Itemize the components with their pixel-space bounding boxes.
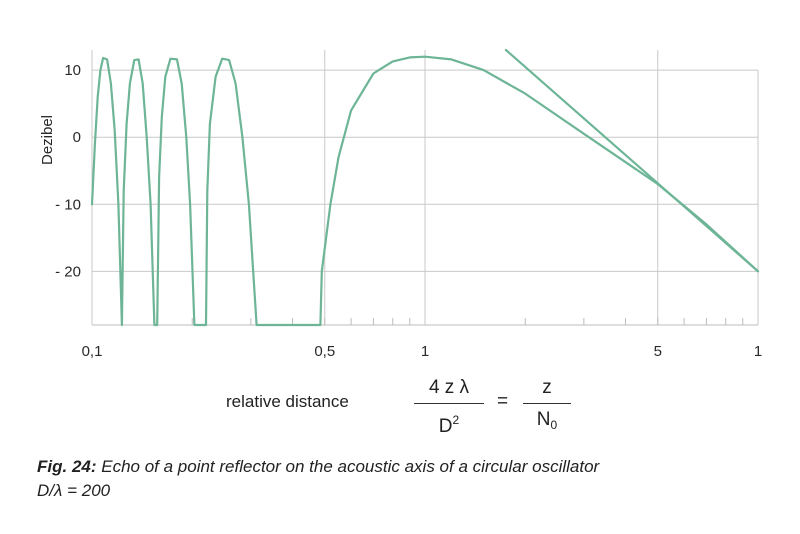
den1-sup: 2 <box>452 413 460 427</box>
x-tick-label-0: 0,1 <box>82 343 103 360</box>
den1-base: D <box>438 416 453 437</box>
series-line-0 <box>90 55 760 327</box>
y-axis-label: Dezibel <box>39 115 56 165</box>
fraction-left-bar <box>414 403 484 404</box>
y-tick-labels: 10 0 - 10 - 20 <box>55 62 81 280</box>
chart: 0,1 0,5 1 5 1 10 0 - 10 - 20 Dezibel <box>39 48 763 360</box>
caption-text: Echo of a point reflector on the acousti… <box>96 457 600 476</box>
x-axis-label: relative distance <box>226 392 349 411</box>
x-tick-label-1: 0,5 <box>314 343 335 360</box>
caption-line2: D/λ = 200 <box>37 481 111 500</box>
y-tick-label-1: 0 <box>73 129 81 146</box>
caption-figure-number: Fig. 24: <box>37 457 97 476</box>
fraction-right-denominator: N0 <box>523 407 571 433</box>
x-tick-label-3: 5 <box>654 343 662 360</box>
equals-sign: = <box>497 391 509 412</box>
series-line-1 <box>504 48 760 273</box>
den2-base: N <box>536 409 551 430</box>
y-tick-label-2: - 10 <box>55 196 81 213</box>
fraction-left-numerator: 4 z λ <box>428 377 470 398</box>
x-tick-label-2: 1 <box>421 343 429 360</box>
fraction-right: z N0 <box>523 375 571 433</box>
den2-sub: 0 <box>550 418 558 432</box>
x-tick-label-4: 1 <box>754 343 762 360</box>
curves <box>90 48 760 327</box>
fraction-right-numerator: z <box>542 377 552 398</box>
x-tick-labels: 0,1 0,5 1 5 1 <box>82 343 763 360</box>
y-tick-label-3: - 20 <box>55 263 81 280</box>
fraction-left: 4 z λ D2 <box>414 375 484 437</box>
minor-ticks <box>191 318 744 325</box>
fraction-left-denominator: D2 <box>414 407 484 437</box>
y-tick-label-0: 10 <box>64 62 81 79</box>
fraction-right-bar <box>523 403 571 404</box>
figure-caption: Fig. 24: Echo of a point reflector on th… <box>37 455 777 503</box>
